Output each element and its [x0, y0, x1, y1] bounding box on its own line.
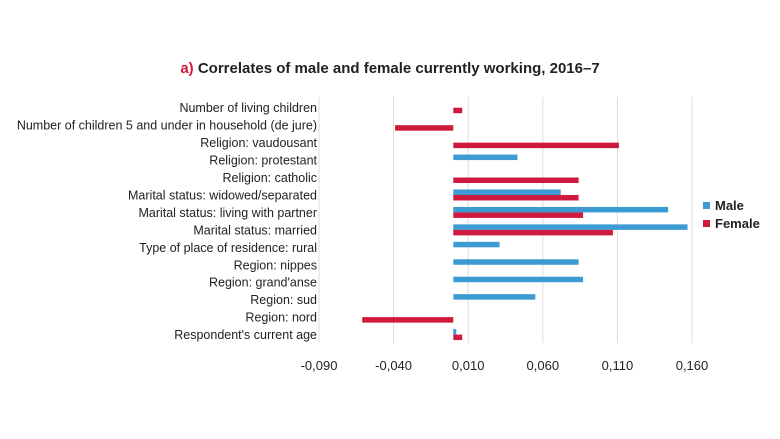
category-label: Marital status: living with partner: [138, 206, 317, 220]
x-tick-label: 0,160: [676, 358, 709, 373]
x-tick-label: -0,040: [375, 358, 412, 373]
bar-male: [453, 224, 688, 230]
category-label: Type of place of residence: rural: [139, 241, 317, 255]
category-label: Region: sud: [250, 293, 317, 307]
category-label: Number of children 5 and under in househ…: [17, 119, 317, 133]
category-label: Marital status: widowed/separated: [128, 188, 317, 202]
bar-male: [453, 154, 518, 161]
bar-female: [453, 334, 463, 341]
x-tick-label: 0,060: [527, 358, 560, 373]
bar-female: [362, 317, 454, 323]
bar-female: [453, 142, 619, 149]
bar-male: [453, 241, 500, 248]
x-tick-label: -0,090: [301, 358, 338, 373]
category-label: Religion: catholic: [223, 171, 318, 185]
bar-female: [453, 107, 463, 114]
grid-lines: [318, 97, 693, 343]
category-label: Region: nippes: [234, 258, 317, 272]
chart-title-text: Correlates of male and female currently …: [197, 60, 600, 77]
bar-male: [453, 206, 669, 213]
bar-female: [453, 212, 584, 218]
category-label: Religion: vaudousant: [200, 136, 317, 150]
bar-male: [453, 259, 579, 265]
bar-female: [395, 125, 454, 131]
category-label: Region: grand'anse: [209, 276, 317, 290]
x-tick-label: 0,110: [602, 358, 634, 373]
legend: Male Female: [703, 198, 760, 231]
chart-title: a) Correlates of male and female current…: [0, 60, 780, 77]
bar-female: [453, 194, 579, 201]
chart-title-prefix: a): [180, 60, 194, 77]
category-labels: Number of living children Number of child…: [17, 101, 318, 342]
category-label: Marital status: married: [193, 223, 317, 237]
bar-female: [453, 177, 579, 184]
bar-male: [453, 294, 536, 300]
x-tick-label: 0,010: [452, 358, 485, 373]
bar-male: [453, 276, 584, 283]
bar-male: [453, 189, 561, 195]
legend-swatch-female: [703, 220, 710, 227]
x-tick-labels: -0,090 -0,040 0,010 0,060 0,110 0,160: [301, 358, 709, 373]
bars: [362, 107, 688, 341]
legend-label-female: Female: [715, 216, 760, 231]
category-label: Number of living children: [179, 101, 317, 115]
legend-label-male: Male: [715, 198, 744, 213]
legend-swatch-male: [703, 202, 710, 209]
category-label: Respondent's current age: [174, 328, 317, 342]
category-label: Religion: protestant: [209, 154, 317, 168]
bar-female: [453, 229, 613, 236]
category-label: Region: nord: [245, 311, 317, 325]
bar-male: [453, 329, 457, 335]
